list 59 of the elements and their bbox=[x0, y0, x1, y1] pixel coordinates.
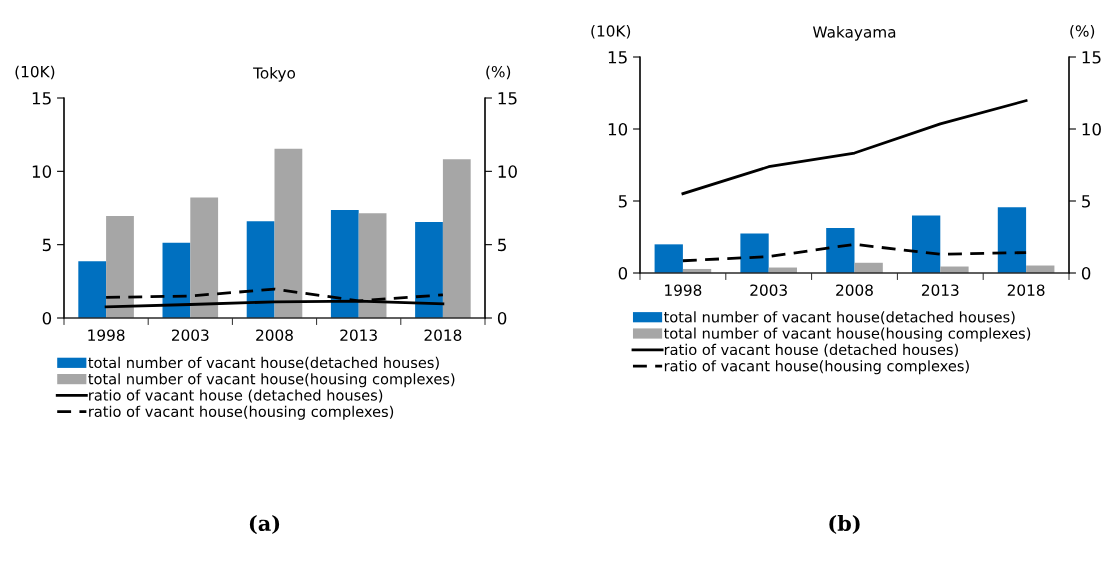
y2-tick-label: 0 bbox=[497, 311, 507, 325]
x-tick-label: 2003 bbox=[171, 329, 209, 341]
x-tick-label: 1998 bbox=[665, 284, 702, 296]
legend-label: total number of vacant house(housing complexes) bbox=[663, 327, 1031, 342]
bar bbox=[740, 233, 769, 273]
bar bbox=[162, 242, 191, 318]
y-tick-label: 0 bbox=[618, 266, 628, 280]
y2-tick-label: 15 bbox=[498, 92, 517, 105]
x-tick-label: 2008 bbox=[256, 329, 293, 341]
legend-label: total number of vacant house(housing complexes) bbox=[88, 373, 455, 388]
bar bbox=[826, 228, 855, 273]
x-tick-label: 2018 bbox=[424, 329, 462, 341]
bar bbox=[78, 261, 107, 318]
y-tick-label: 5 bbox=[618, 195, 627, 208]
y2-tick-label: 10 bbox=[498, 165, 517, 178]
bar bbox=[330, 209, 359, 318]
text: (a) bbox=[249, 514, 280, 534]
bar bbox=[246, 221, 275, 318]
chart-title: Tokyo bbox=[253, 66, 296, 82]
legend-label: ratio of vacant house (detached houses) bbox=[89, 389, 383, 403]
x-tick-label: 2018 bbox=[1007, 284, 1045, 296]
text: (b) bbox=[829, 514, 860, 534]
x-tick-label: 2003 bbox=[750, 284, 787, 296]
line-series bbox=[681, 242, 1028, 263]
x-tick-label: 2013 bbox=[921, 284, 959, 296]
x-tick-label: 2008 bbox=[836, 284, 873, 296]
bar bbox=[442, 159, 471, 318]
legend-label: ratio of vacant house (detached houses) bbox=[664, 343, 958, 357]
bar bbox=[997, 207, 1027, 273]
bar bbox=[911, 215, 941, 273]
y-axis-title: (10K) bbox=[15, 65, 55, 80]
bar bbox=[654, 244, 683, 273]
legend-label: total number of vacant house(detached houses) bbox=[663, 311, 1015, 325]
y-tick-label: 10 bbox=[32, 165, 52, 178]
y-axis-title: (10K) bbox=[591, 24, 631, 39]
y-tick-label: 10 bbox=[608, 122, 628, 136]
y-tick-label: 15 bbox=[608, 51, 627, 64]
y2-tick-label: 10 bbox=[1082, 122, 1101, 136]
y2-axis-title: (%) bbox=[486, 65, 511, 80]
legend-label: ratio of vacant house(housing complexes) bbox=[664, 360, 969, 375]
y2-tick-label: 5 bbox=[1082, 195, 1090, 208]
legend-label: total number of vacant house(detached houses) bbox=[88, 356, 439, 370]
y-tick-label: 0 bbox=[42, 311, 52, 325]
y2-tick-label: 15 bbox=[1082, 51, 1101, 64]
bar bbox=[415, 221, 443, 318]
x-tick-label: 2013 bbox=[340, 329, 377, 341]
x-tick-label: 1998 bbox=[88, 329, 125, 341]
chart-title: Wakayama bbox=[812, 25, 896, 41]
line-series bbox=[681, 99, 1028, 196]
bar bbox=[274, 148, 303, 318]
legend-label: ratio of vacant house(housing complexes) bbox=[89, 405, 394, 420]
y2-axis-title: (%) bbox=[1070, 24, 1095, 39]
y2-tick-label: 0 bbox=[1081, 266, 1091, 280]
bar bbox=[190, 197, 219, 318]
bar bbox=[358, 213, 387, 318]
bar bbox=[106, 215, 134, 318]
y2-tick-label: 5 bbox=[498, 238, 506, 252]
y-tick-label: 15 bbox=[32, 92, 51, 105]
y-tick-label: 5 bbox=[42, 238, 51, 252]
